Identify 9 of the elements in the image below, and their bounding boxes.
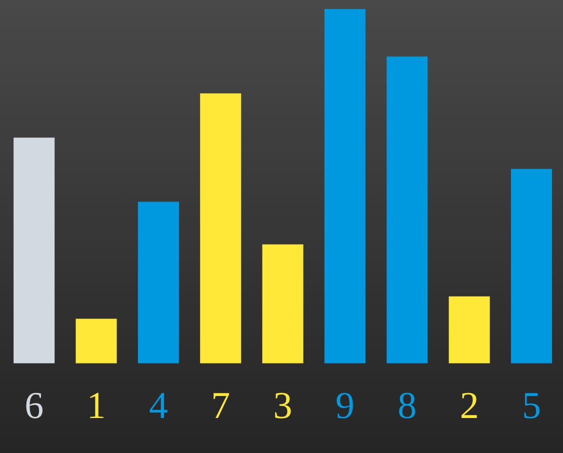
- x-tick-label: 6: [24, 385, 44, 428]
- x-tick-label: 3: [273, 385, 292, 428]
- x-tick-label: 1: [86, 385, 106, 428]
- x-tick-label: 7: [211, 385, 230, 428]
- x-tick-label: 4: [148, 385, 168, 428]
- x-tick-label: 2: [460, 385, 479, 428]
- x-tick-label: 8: [398, 385, 417, 428]
- x-tick-label: 9: [335, 385, 354, 428]
- x-tick-label: 5: [522, 385, 541, 428]
